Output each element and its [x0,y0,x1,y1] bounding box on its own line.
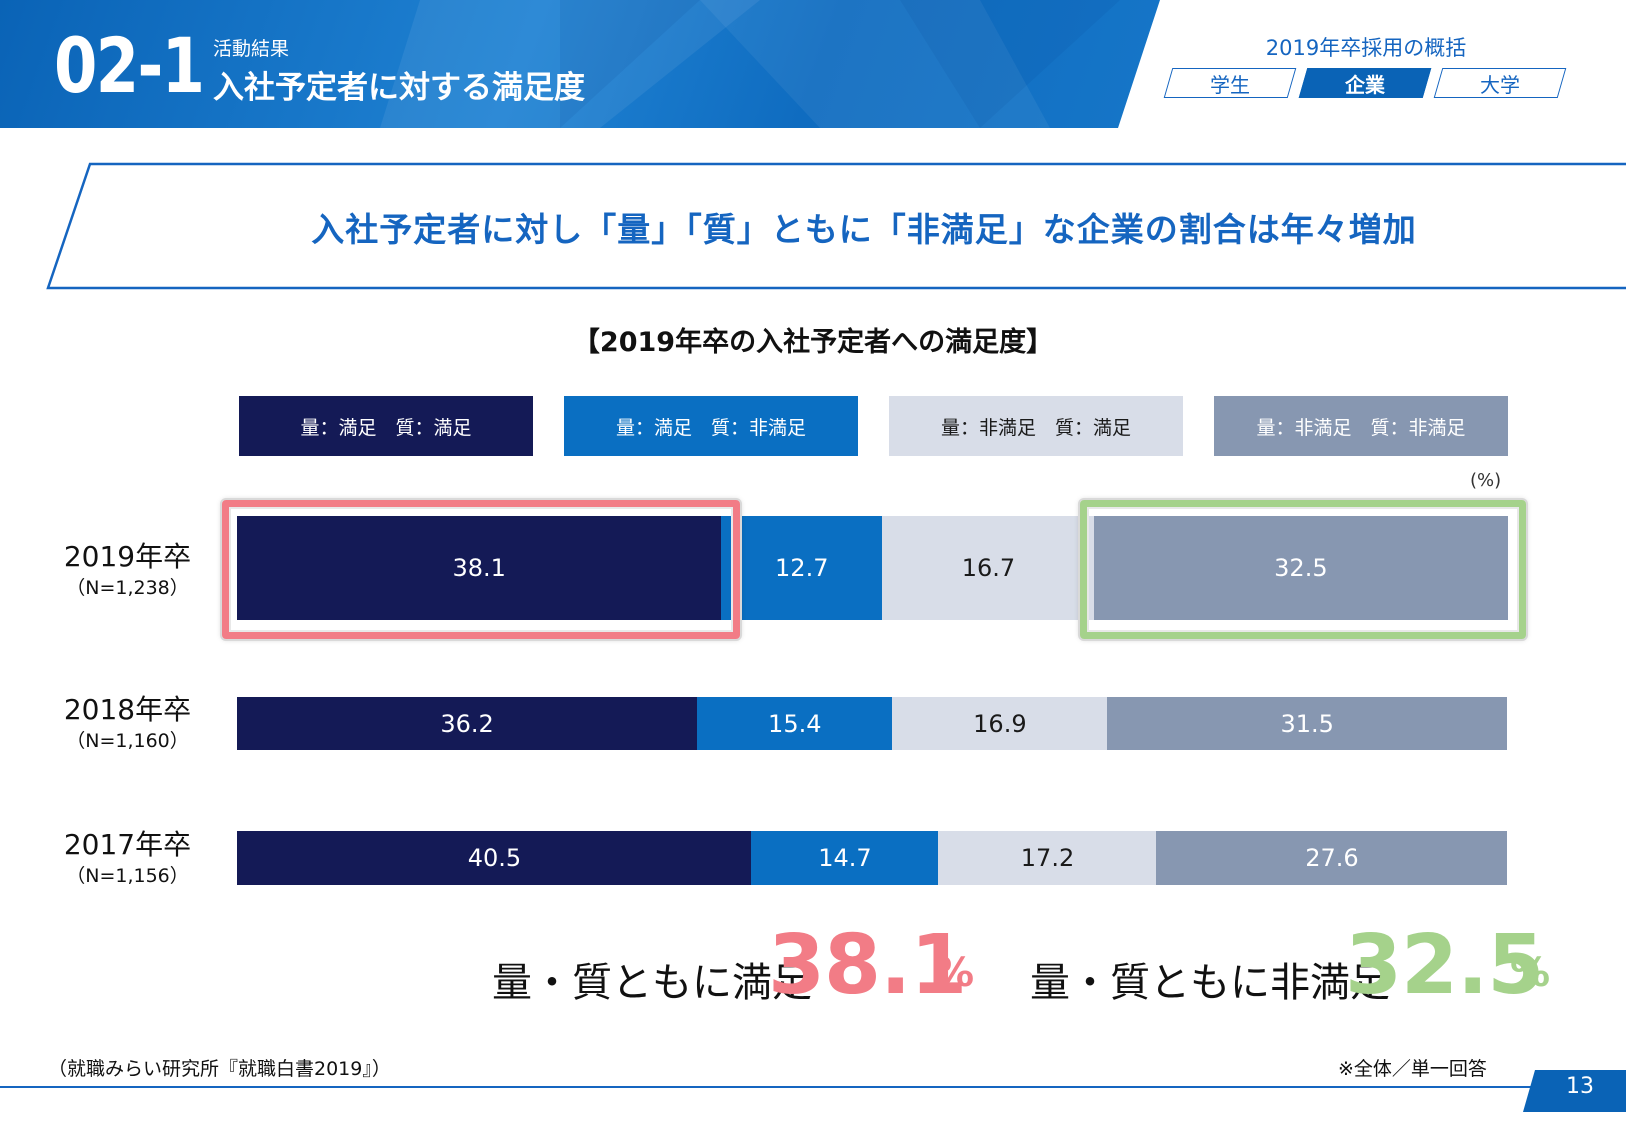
page-number: 13 [1566,1074,1594,1099]
footer-divider [0,1086,1626,1088]
row-n-2018: （N=1,160） [66,730,189,752]
headline-banner: 入社予定者に対し「量」「質」ともに「非満足」な企業の割合は年々増加 [44,162,1626,292]
bar-segment-2019-s3: 16.7 [882,516,1095,620]
bar-segment-2019-s1: 38.1 [237,516,722,620]
summary-satisfied-value: 38.1 [768,918,967,1013]
tab-students[interactable]: 学生 [1163,68,1297,98]
headline-text: 入社予定者に対し「量」「質」ともに「非満足」な企業の割合は年々増加 [311,210,1417,249]
bar-segment-2018-s2: 15.4 [696,697,893,750]
row-n-2017: （N=1,156） [66,865,189,887]
summary-unsatisfied-value: 32.5 [1345,918,1544,1013]
bar-segment-2019-s4: 32.5 [1094,516,1508,620]
data-label: 12.7 [775,554,829,582]
data-label: 40.5 [467,844,522,872]
page-title: 入社予定者に対する満足度 [213,70,585,106]
row-n-2019: （N=1,238） [66,577,189,599]
summary-satisfied-label: 量・質ともに満足 [492,960,812,1006]
answer-note: ※全体／単一回答 [1338,1058,1487,1080]
data-label: 15.4 [768,709,822,738]
highlight-unsatisfied-frame [1080,500,1526,639]
source-citation: （就職みらい研究所『就職白書2019』） [48,1058,391,1080]
row-label-2017: 2017年卒 [63,828,192,861]
data-label: 31.5 [1280,709,1334,738]
data-label: 38.1 [452,554,506,582]
row-label-2018: 2018年卒 [63,693,192,726]
legend-item-2: 量：満足 質：非満足 [564,396,858,456]
bar-segment-2017-s4: 27.6 [1156,831,1508,885]
tab-companies[interactable]: 企業 [1298,68,1432,98]
data-label: 16.9 [973,709,1027,738]
unit-label: (%) [1470,470,1502,491]
tab-label: 大学 [1480,72,1520,97]
summary-satisfied-unit: % [934,950,975,996]
bar-segment-2017-s2: 14.7 [751,831,939,885]
data-label: 27.6 [1305,844,1359,872]
data-label: 17.2 [1020,844,1075,872]
bar-segment-2018-s1: 36.2 [237,697,698,750]
row-label-2019: 2019年卒 [63,540,192,573]
legend-item-4: 量：非満足 質：非満足 [1214,396,1508,456]
highlight-satisfied-frame [222,500,740,639]
section-category: 活動結果 [213,38,290,60]
page-number-tab [1523,1070,1626,1112]
tab-label: 学生 [1210,72,1250,97]
data-label: 32.5 [1274,554,1328,582]
overview-title: 2019年卒採用の概括 [1265,36,1467,60]
section-number: 02-1 [54,21,205,110]
header-band [0,0,1160,128]
data-label: 14.7 [818,844,872,872]
summary-unsatisfied-unit: % [1510,950,1551,996]
chart-title: 【2019年卒の入社予定者への満足度】 [572,327,1054,358]
data-label: 36.2 [440,709,494,738]
legend-item-3: 量：非満足 質：満足 [889,396,1183,456]
bar-segment-2018-s4: 31.5 [1106,697,1508,750]
bar-segment-2018-s3: 16.9 [892,697,1108,750]
data-label: 16.7 [961,554,1016,582]
bar-segment-2017-s1: 40.5 [237,831,752,885]
tab-label: 企業 [1345,72,1385,97]
bar-segment-2017-s3: 17.2 [938,831,1157,885]
tab-universities[interactable]: 大学 [1433,68,1567,98]
bar-segment-2019-s2: 12.7 [720,516,883,620]
summary-unsatisfied-label: 量・質ともに非満足 [1030,960,1390,1006]
legend-item-1: 量：満足 質：満足 [239,396,533,456]
